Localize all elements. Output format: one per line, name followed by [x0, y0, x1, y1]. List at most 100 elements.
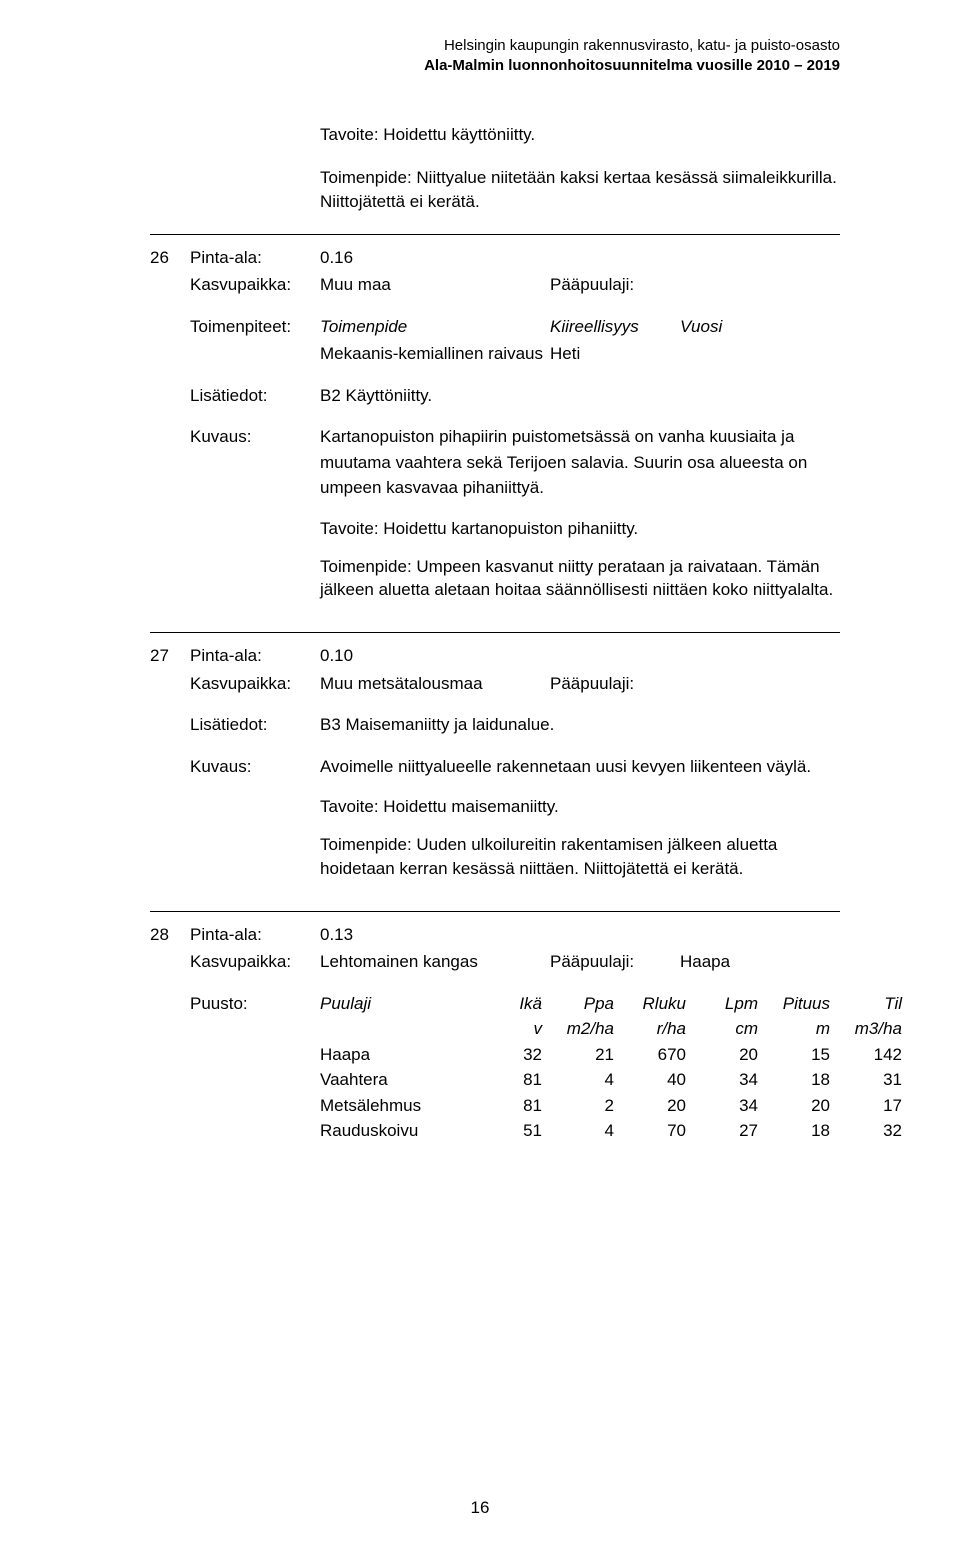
cell: 4	[552, 1118, 624, 1144]
kasvupaikka-label: Kasvupaikka:	[190, 949, 320, 975]
section-26-kasvu-row: Kasvupaikka: Muu maa Pääpuulaji:	[150, 272, 840, 298]
section-28-pinta-row: 28 Pinta-ala: 0.13	[150, 922, 840, 948]
cell: 20	[696, 1042, 768, 1068]
header-line-2: Ala-Malmin luonnonhoitosuunnitelma vuosi…	[150, 56, 840, 76]
col-lpm: Lpm	[696, 991, 768, 1017]
cell: 32	[480, 1042, 552, 1068]
toimenpide-col-header: Toimenpide	[320, 314, 550, 340]
table-header-row: Puulaji Ikä Ppa Rluku Lpm Pituus Til	[320, 991, 912, 1017]
section-26-toimenpiteet-header: Toimenpiteet: Toimenpide Kiireellisyys V…	[150, 314, 840, 340]
cell: 20	[768, 1093, 840, 1119]
kasvupaikka-value: Muu maa	[320, 272, 550, 298]
section-number: 26	[150, 245, 190, 271]
kasvupaikka-value: Lehtomainen kangas	[320, 949, 550, 975]
cell: Metsälehmus	[320, 1093, 480, 1119]
cell: 32	[840, 1118, 912, 1144]
col-pituus: Pituus	[768, 991, 840, 1017]
pinta-ala-value: 0.16	[320, 245, 550, 271]
kuvaus-paragraph-3: Toimenpide: Uuden ulkoilureitin rakentam…	[320, 833, 840, 881]
toimenpide-item-name: Mekaanis-kemiallinen raivaus	[320, 341, 550, 367]
paapuulaji-label: Pääpuulaji:	[550, 949, 680, 975]
cell: 18	[768, 1118, 840, 1144]
section-27-kuvaus-row: Kuvaus: Avoimelle niittyalueelle rakenne…	[150, 754, 840, 780]
section-27-kasvu-row: Kasvupaikka: Muu metsätalousmaa Pääpuula…	[150, 671, 840, 697]
section-26-toimenpide-item: Mekaanis-kemiallinen raivaus Heti	[150, 341, 840, 367]
paapuulaji-label: Pääpuulaji:	[550, 671, 680, 697]
kasvupaikka-label: Kasvupaikka:	[190, 272, 320, 298]
kiireellisyys-col-header: Kiireellisyys	[550, 314, 680, 340]
pinta-ala-label: Pinta-ala:	[190, 643, 320, 669]
unit-v: v	[480, 1016, 552, 1042]
page-number: 16	[0, 1498, 960, 1518]
paapuulaji-value: Haapa	[680, 949, 730, 975]
paapuulaji-label: Pääpuulaji:	[550, 272, 680, 298]
kuvaus-paragraph-2: Tavoite: Hoidettu maisemaniitty.	[320, 795, 840, 819]
pinta-ala-value: 0.10	[320, 643, 550, 669]
cell: Rauduskoivu	[320, 1118, 480, 1144]
cell: 142	[840, 1042, 912, 1068]
intro-tavoite: Tavoite: Hoidettu käyttöniitty.	[320, 123, 840, 147]
unit-m3ha: m3/ha	[840, 1016, 912, 1042]
vuosi-col-header: Vuosi	[680, 314, 722, 340]
cell: 21	[552, 1042, 624, 1068]
lisatiedot-label: Lisätiedot:	[190, 712, 320, 738]
pinta-ala-label: Pinta-ala:	[190, 245, 320, 271]
cell: 15	[768, 1042, 840, 1068]
intro-toimenpide: Toimenpide: Niittyalue niitetään kaksi k…	[320, 166, 840, 214]
divider	[150, 632, 840, 633]
section-28-kasvu-row: Kasvupaikka: Lehtomainen kangas Pääpuula…	[150, 949, 840, 975]
section-28-puusto-row: Puusto: Puulaji Ikä Ppa Rluku Lpm Pituus…	[150, 991, 840, 1144]
cell: 81	[480, 1093, 552, 1119]
document-page: Helsingin kaupungin rakennusvirasto, kat…	[0, 0, 960, 1548]
col-ppa: Ppa	[552, 991, 624, 1017]
divider	[150, 234, 840, 235]
puusto-table: Puulaji Ikä Ppa Rluku Lpm Pituus Til v m…	[320, 991, 912, 1144]
cell: 18	[768, 1067, 840, 1093]
table-row: Rauduskoivu 51 4 70 27 18 32	[320, 1118, 912, 1144]
cell: 40	[624, 1067, 696, 1093]
section-27-pinta-row: 27 Pinta-ala: 0.10	[150, 643, 840, 669]
divider	[150, 911, 840, 912]
pinta-ala-value: 0.13	[320, 922, 550, 948]
section-number: 27	[150, 643, 190, 669]
lisatiedot-label: Lisätiedot:	[190, 383, 320, 409]
table-units-row: v m2/ha r/ha cm m m3/ha	[320, 1016, 912, 1042]
table-row: Haapa 32 21 670 20 15 142	[320, 1042, 912, 1068]
cell: Vaahtera	[320, 1067, 480, 1093]
cell: 27	[696, 1118, 768, 1144]
section-number: 28	[150, 922, 190, 948]
table-row: Metsälehmus 81 2 20 34 20 17	[320, 1093, 912, 1119]
kuvaus-paragraph-3: Toimenpide: Umpeen kasvanut niitty perat…	[320, 555, 840, 603]
toimenpide-item-kiireellisyys: Heti	[550, 341, 680, 367]
unit-cm: cm	[696, 1016, 768, 1042]
lisatiedot-value: B3 Maisemaniitty ja laidunalue.	[320, 712, 840, 738]
col-til: Til	[840, 991, 912, 1017]
cell: 70	[624, 1118, 696, 1144]
cell: 81	[480, 1067, 552, 1093]
col-puulaji: Puulaji	[320, 991, 480, 1017]
kasvupaikka-value: Muu metsätalousmaa	[320, 671, 550, 697]
puusto-label: Puusto:	[190, 991, 320, 1144]
toimenpiteet-label: Toimenpiteet:	[190, 314, 320, 340]
cell: 34	[696, 1093, 768, 1119]
cell: 51	[480, 1118, 552, 1144]
pinta-ala-label: Pinta-ala:	[190, 922, 320, 948]
col-ika: Ikä	[480, 991, 552, 1017]
kuvaus-paragraph-1: Kartanopuiston pihapiirin puistometsässä…	[320, 424, 840, 501]
section-26-kuvaus-row: Kuvaus: Kartanopuiston pihapiirin puisto…	[150, 424, 840, 501]
cell: 31	[840, 1067, 912, 1093]
unit-m: m	[768, 1016, 840, 1042]
section-26-lisatiedot-row: Lisätiedot: B2 Käyttöniitty.	[150, 383, 840, 409]
cell: 2	[552, 1093, 624, 1119]
kuvaus-paragraph-2: Tavoite: Hoidettu kartanopuiston pihanii…	[320, 517, 840, 541]
cell: 34	[696, 1067, 768, 1093]
kasvupaikka-label: Kasvupaikka:	[190, 671, 320, 697]
cell: 17	[840, 1093, 912, 1119]
cell: 20	[624, 1093, 696, 1119]
table-row: Vaahtera 81 4 40 34 18 31	[320, 1067, 912, 1093]
unit-rha: r/ha	[624, 1016, 696, 1042]
lisatiedot-value: B2 Käyttöniitty.	[320, 383, 840, 409]
section-27-lisatiedot-row: Lisätiedot: B3 Maisemaniitty ja laidunal…	[150, 712, 840, 738]
section-26-pinta-row: 26 Pinta-ala: 0.16	[150, 245, 840, 271]
cell: 4	[552, 1067, 624, 1093]
